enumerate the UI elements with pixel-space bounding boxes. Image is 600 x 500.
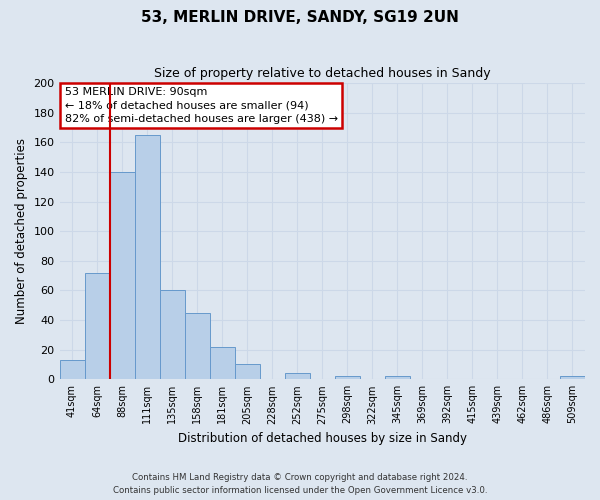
Bar — [160, 290, 185, 380]
Y-axis label: Number of detached properties: Number of detached properties — [15, 138, 28, 324]
Text: Contains HM Land Registry data © Crown copyright and database right 2024.
Contai: Contains HM Land Registry data © Crown c… — [113, 474, 487, 495]
Text: 53, MERLIN DRIVE, SANDY, SG19 2UN: 53, MERLIN DRIVE, SANDY, SG19 2UN — [141, 10, 459, 25]
Bar — [285, 374, 310, 380]
Bar — [209, 346, 235, 380]
Bar — [560, 376, 585, 380]
Text: 53 MERLIN DRIVE: 90sqm
← 18% of detached houses are smaller (94)
82% of semi-det: 53 MERLIN DRIVE: 90sqm ← 18% of detached… — [65, 88, 338, 124]
Bar — [385, 376, 410, 380]
X-axis label: Distribution of detached houses by size in Sandy: Distribution of detached houses by size … — [178, 432, 467, 445]
Bar — [134, 135, 160, 380]
Bar — [59, 360, 85, 380]
Bar — [185, 312, 209, 380]
Title: Size of property relative to detached houses in Sandy: Size of property relative to detached ho… — [154, 68, 491, 80]
Bar — [85, 272, 110, 380]
Bar — [110, 172, 134, 380]
Bar — [335, 376, 360, 380]
Bar — [235, 364, 260, 380]
